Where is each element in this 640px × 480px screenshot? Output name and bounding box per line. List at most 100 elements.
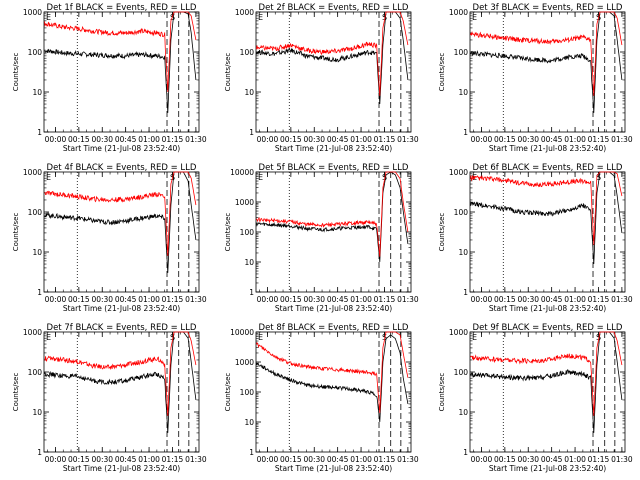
y-tick-label: 1: [249, 288, 254, 297]
y-tick-label: 10000: [230, 168, 254, 177]
panel-det-9: Det 9f BLACK = Events, RED = LLD 1 10 100 10…: [438, 323, 633, 473]
x-tick-label: 01:15: [588, 295, 610, 304]
y-axis-label: Counts/sec: [438, 53, 446, 92]
events-series-line: [256, 334, 409, 423]
plot-frame: [43, 11, 200, 133]
y-tick-label: 10: [458, 248, 468, 257]
x-tick-label: 00:00: [257, 135, 279, 144]
y-tick-label: 100: [240, 48, 255, 57]
x-tick-label: 01:15: [588, 135, 610, 144]
panel-title: Det 4f BLACK = Events, RED = LLD: [47, 163, 197, 173]
lld-series-line: [44, 171, 197, 256]
x-tick-label: 00:00: [257, 455, 279, 464]
corner-label-e: E: [472, 13, 477, 22]
y-tick-label: 10: [244, 418, 254, 427]
lld-series-line: [44, 11, 197, 93]
y-tick-label: 1: [37, 128, 42, 137]
y-tick-label: 10: [32, 408, 42, 417]
y-tick-label: 1000: [23, 168, 42, 177]
x-tick-label: 00:15: [494, 295, 516, 304]
plot-frame: [255, 331, 412, 453]
lld-series-line: [256, 331, 409, 414]
x-tick-label: 00:15: [68, 295, 90, 304]
corner-label-e: E: [258, 333, 263, 342]
x-axis-label: Start Time (21-Jul-08 23:52:40): [275, 464, 392, 473]
lld-series-line: [256, 171, 409, 257]
y-axis-label: Counts/sec: [12, 53, 20, 92]
x-tick-label: 01:30: [185, 295, 207, 304]
corner-label-s: S: [596, 173, 601, 182]
x-tick-label: 01:00: [350, 135, 372, 144]
x-tick-label: 01:15: [162, 135, 184, 144]
x-tick-label: 00:45: [327, 295, 349, 304]
events-series-line: [44, 331, 197, 433]
y-tick-label: 1000: [235, 8, 254, 17]
y-axis-label: Counts/sec: [438, 213, 446, 252]
panel-title: Det 3f BLACK = Events, RED = LLD: [473, 3, 623, 13]
corner-label-e: E: [46, 333, 51, 342]
plot-frame: [43, 331, 200, 453]
y-tick-label: 1: [463, 448, 468, 457]
y-tick-label: 10: [458, 408, 468, 417]
x-tick-label: 01:30: [397, 295, 419, 304]
y-tick-label: 100: [240, 228, 255, 237]
corner-label-e: E: [472, 333, 477, 342]
panel-title: Det 7f BLACK = Events, RED = LLD: [47, 323, 197, 333]
plot-frame: [469, 331, 626, 453]
panel-det-8: Det 8f BLACK = Events, RED = LLD 1 10 100 10…: [224, 323, 419, 473]
lld-series-line: [256, 11, 409, 96]
x-axis-label: Start Time (21-Jul-08 23:52:40): [489, 464, 606, 473]
y-tick-label: 100: [454, 208, 469, 217]
x-tick-label: 00:15: [68, 135, 90, 144]
y-tick-label: 100: [454, 368, 469, 377]
events-series-line: [470, 171, 623, 265]
x-tick-label: 01:30: [611, 455, 633, 464]
x-tick-label: 00:45: [115, 135, 137, 144]
x-tick-label: 01:00: [564, 295, 586, 304]
events-series-line: [44, 171, 197, 273]
x-tick-label: 00:00: [45, 135, 67, 144]
y-tick-label: 1000: [23, 328, 42, 337]
corner-label-e: E: [46, 173, 51, 182]
plot-frame: [255, 11, 412, 133]
y-axis-label: Counts/sec: [438, 373, 446, 412]
y-tick-label: 100: [454, 48, 469, 57]
x-tick-label: 01:00: [138, 135, 160, 144]
x-tick-label: 01:15: [374, 455, 396, 464]
x-tick-label: 01:30: [611, 135, 633, 144]
panel-det-5: Det 5f BLACK = Events, RED = LLD 1 10 100 10…: [224, 163, 419, 313]
x-tick-label: 00:00: [45, 455, 67, 464]
events-series-line: [470, 11, 623, 113]
x-tick-label: 00:15: [280, 135, 302, 144]
panel-title: Det 2f BLACK = Events, RED = LLD: [259, 3, 409, 13]
x-tick-label: 01:30: [611, 295, 633, 304]
corner-label-s: S: [596, 333, 601, 342]
x-axis-label: Start Time (21-Jul-08 23:52:40): [275, 304, 392, 313]
x-tick-label: 00:30: [517, 295, 539, 304]
events-series-line: [44, 11, 197, 113]
y-tick-label: 1000: [23, 8, 42, 17]
y-tick-label: 10: [32, 248, 42, 257]
x-tick-label: 00:00: [471, 135, 493, 144]
x-tick-label: 01:00: [138, 455, 160, 464]
x-axis-label: Start Time (21-Jul-08 23:52:40): [489, 144, 606, 153]
x-tick-label: 00:30: [91, 455, 113, 464]
x-tick-label: 01:30: [185, 455, 207, 464]
y-tick-label: 100: [240, 388, 255, 397]
lld-series-line: [470, 11, 623, 96]
y-tick-label: 1: [249, 128, 254, 137]
x-tick-label: 00:00: [257, 295, 279, 304]
x-tick-label: 01:30: [185, 135, 207, 144]
x-tick-label: 01:15: [162, 455, 184, 464]
panel-title: Det 1f BLACK = Events, RED = LLD: [47, 3, 197, 13]
x-tick-label: 00:45: [115, 455, 137, 464]
corner-label-s: S: [382, 13, 387, 22]
panel-det-6: Det 6f BLACK = Events, RED = LLD 1 10 100 10…: [438, 163, 633, 313]
x-axis-label: Start Time (21-Jul-08 23:52:40): [275, 144, 392, 153]
x-tick-label: 00:45: [541, 295, 563, 304]
x-tick-label: 00:15: [68, 455, 90, 464]
x-tick-label: 00:30: [303, 455, 325, 464]
x-axis-label: Start Time (21-Jul-08 23:52:40): [63, 304, 180, 313]
x-tick-label: 01:30: [397, 135, 419, 144]
